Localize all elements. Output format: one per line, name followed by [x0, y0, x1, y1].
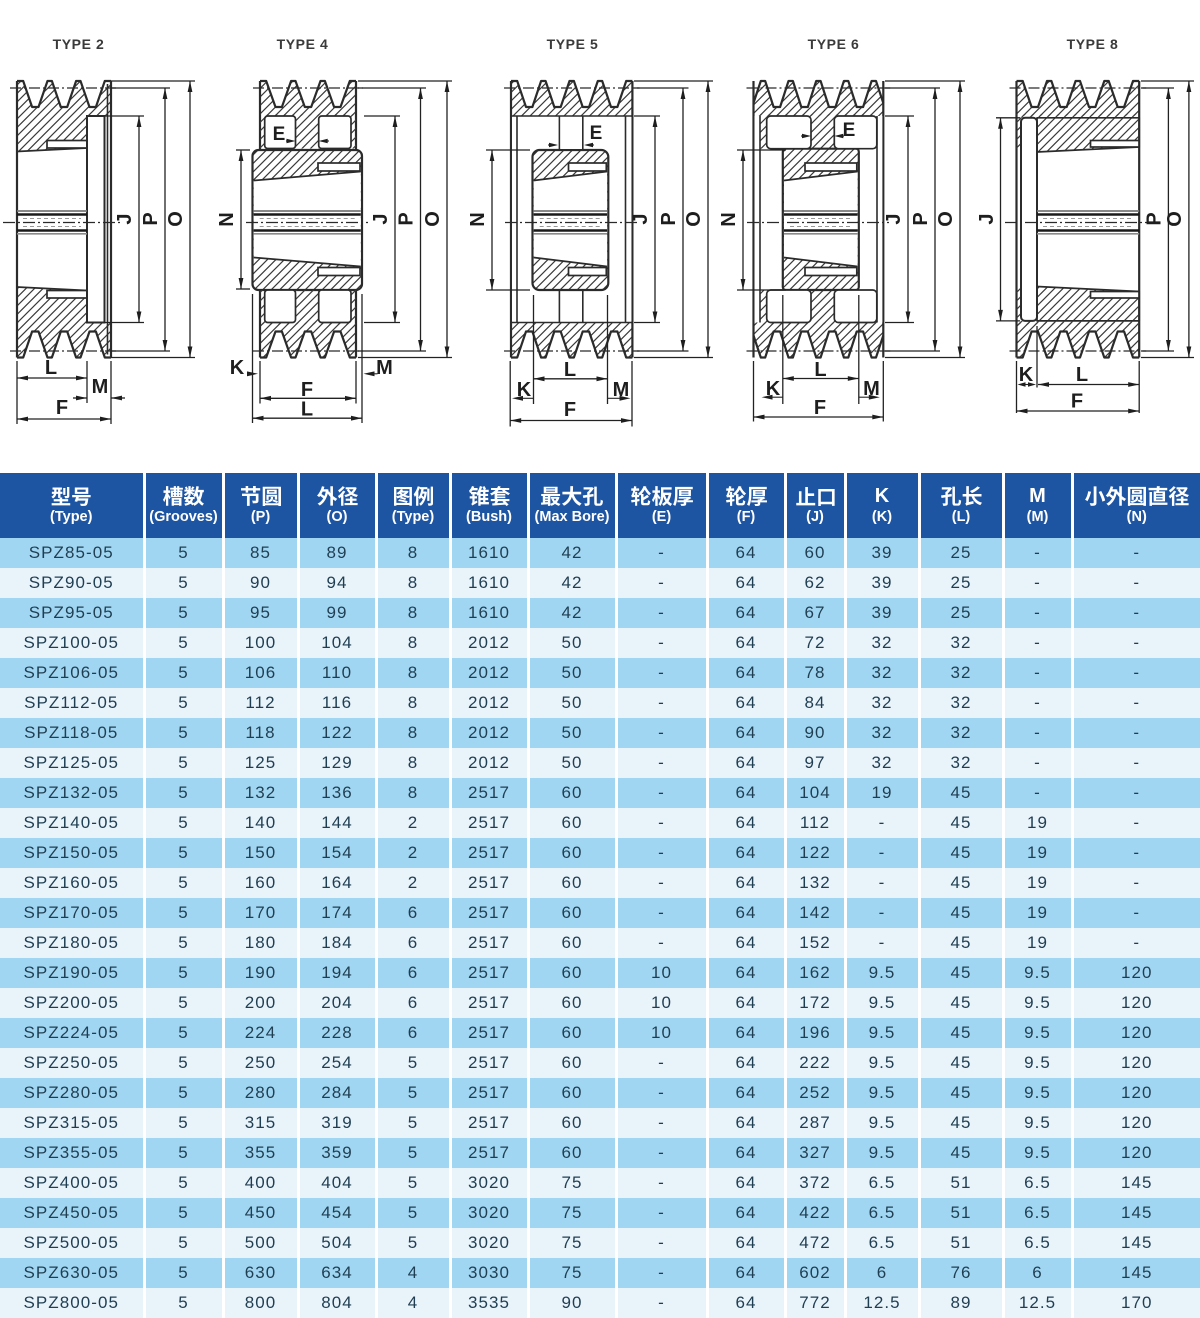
- svg-text:L: L: [564, 359, 576, 381]
- svg-text:J: J: [630, 213, 652, 224]
- svg-text:L: L: [45, 357, 57, 379]
- svg-text:N: N: [718, 212, 740, 226]
- svg-text:J: J: [883, 213, 905, 224]
- svg-text:TYPE 6: TYPE 6: [808, 36, 860, 52]
- svg-text:O: O: [683, 211, 705, 227]
- svg-text:E: E: [590, 123, 603, 144]
- svg-text:E: E: [843, 120, 856, 141]
- svg-text:TYPE 4: TYPE 4: [277, 36, 329, 52]
- svg-text:M: M: [376, 357, 393, 379]
- svg-text:O: O: [1164, 211, 1186, 227]
- svg-text:N: N: [467, 212, 489, 226]
- svg-text:TYPE 5: TYPE 5: [547, 36, 599, 52]
- svg-text:O: O: [422, 211, 444, 227]
- svg-text:F: F: [56, 397, 68, 419]
- svg-text:P: P: [140, 212, 162, 225]
- svg-text:J: J: [370, 213, 392, 224]
- svg-text:L: L: [814, 359, 826, 381]
- svg-text:J: J: [114, 213, 136, 224]
- svg-text:M: M: [863, 378, 880, 400]
- svg-text:P: P: [658, 212, 680, 225]
- svg-text:F: F: [1071, 391, 1083, 413]
- svg-text:TYPE 2: TYPE 2: [53, 36, 105, 52]
- svg-text:O: O: [935, 211, 957, 227]
- svg-text:O: O: [165, 211, 187, 227]
- svg-text:K: K: [1019, 364, 1034, 386]
- svg-text:P: P: [1144, 212, 1166, 225]
- svg-text:J: J: [976, 213, 998, 224]
- svg-text:P: P: [910, 212, 932, 225]
- svg-text:M: M: [613, 379, 630, 401]
- svg-text:F: F: [301, 379, 313, 401]
- svg-text:M: M: [92, 376, 109, 398]
- svg-text:K: K: [230, 357, 245, 379]
- svg-text:K: K: [517, 379, 532, 401]
- svg-text:L: L: [301, 399, 313, 421]
- svg-text:L: L: [1076, 364, 1088, 386]
- svg-text:F: F: [564, 399, 576, 421]
- svg-text:TYPE 8: TYPE 8: [1067, 36, 1119, 52]
- svg-text:P: P: [396, 212, 418, 225]
- svg-text:E: E: [273, 124, 286, 145]
- svg-text:K: K: [766, 378, 781, 400]
- svg-text:N: N: [216, 212, 238, 226]
- svg-text:F: F: [814, 397, 826, 419]
